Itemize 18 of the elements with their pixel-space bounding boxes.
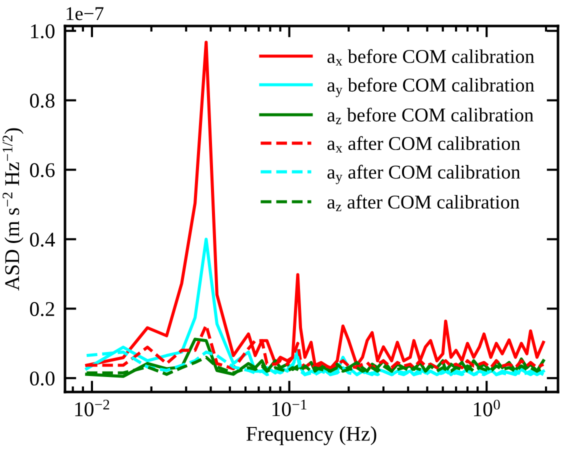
x-axis-title: Frequency (Hz) <box>246 426 376 446</box>
y-tick-label: 0.4 <box>30 232 55 247</box>
legend-label: a$_{x}$ after COM calibration <box>327 136 520 153</box>
y-tick-label: 0.8 <box>30 94 54 108</box>
x-tick-label: 10$^{0}$ <box>474 400 500 416</box>
legend-label: a$_{y}$ before COM calibration <box>327 78 534 98</box>
y-tick-label: 0.2 <box>30 302 54 316</box>
text: 1e−7 <box>66 7 104 20</box>
x-tick-label: 10$^{−1}$ <box>272 400 306 416</box>
legend-label: a$_{z}$ before COM calibration <box>327 108 534 124</box>
y-tick-label: 0.6 <box>30 163 55 178</box>
legend-label: a$_{z}$ after COM calibration <box>327 194 520 212</box>
legend-label: a$_{x}$ before COM calibration <box>327 49 534 66</box>
y-tick-label: 1.0 <box>31 24 54 38</box>
y-axis-title: ASD (m s$^{−2}$ Hz$^{−1/2}$) <box>2 128 24 291</box>
x-tick-label: 10$^{−2}$ <box>75 400 110 416</box>
legend-label: a$_{y}$ after COM calibration <box>327 164 520 184</box>
y-tick-label: 0.0 <box>30 371 54 386</box>
